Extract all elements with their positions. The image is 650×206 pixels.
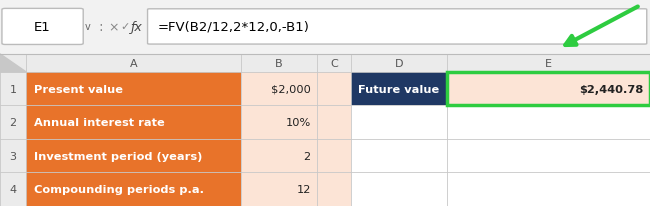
- Bar: [317, 106, 351, 139]
- Bar: [447, 73, 650, 106]
- Bar: [240, 173, 317, 206]
- Text: Present value: Present value: [34, 84, 123, 94]
- Bar: [26, 173, 240, 206]
- Polygon shape: [0, 55, 26, 73]
- Bar: [0, 173, 26, 206]
- FancyBboxPatch shape: [148, 10, 647, 45]
- Text: 10%: 10%: [285, 118, 311, 128]
- Text: 3: 3: [10, 151, 16, 161]
- Bar: [447, 139, 650, 173]
- Text: E1: E1: [34, 21, 51, 34]
- Bar: [0, 73, 26, 106]
- Bar: [0, 0, 650, 55]
- Text: 12: 12: [296, 184, 311, 194]
- Text: ✓: ✓: [120, 22, 129, 32]
- Bar: [26, 139, 240, 173]
- Text: Investment period (years): Investment period (years): [34, 151, 202, 161]
- Text: 2: 2: [10, 118, 16, 128]
- Bar: [351, 173, 447, 206]
- Bar: [317, 73, 351, 106]
- Bar: [317, 173, 351, 206]
- Bar: [351, 106, 447, 139]
- Text: ×: ×: [109, 21, 119, 34]
- Bar: [317, 139, 351, 173]
- Text: 1: 1: [10, 84, 16, 94]
- Text: A: A: [129, 59, 137, 69]
- Text: E: E: [545, 59, 552, 69]
- Text: Future value: Future value: [359, 84, 439, 94]
- Text: Annual interest rate: Annual interest rate: [34, 118, 164, 128]
- Bar: [447, 106, 650, 139]
- Bar: [26, 73, 240, 106]
- Text: Compounding periods p.a.: Compounding periods p.a.: [34, 184, 204, 194]
- Text: 4: 4: [10, 184, 16, 194]
- Text: $2,440.78: $2,440.78: [579, 84, 644, 94]
- Bar: [240, 73, 317, 106]
- Text: v: v: [85, 22, 90, 32]
- Bar: [447, 73, 650, 106]
- Bar: [0, 139, 26, 173]
- Bar: [351, 73, 447, 106]
- Text: C: C: [330, 59, 338, 69]
- Text: $2,000: $2,000: [271, 84, 311, 94]
- Bar: [0, 106, 26, 139]
- FancyBboxPatch shape: [2, 9, 83, 45]
- Bar: [240, 139, 317, 173]
- Text: D: D: [395, 59, 404, 69]
- Bar: [0, 55, 650, 73]
- Bar: [351, 139, 447, 173]
- Text: 2: 2: [304, 151, 311, 161]
- Bar: [26, 106, 240, 139]
- Text: =FV(B2/12,2*12,0,-B1): =FV(B2/12,2*12,0,-B1): [157, 21, 309, 34]
- Bar: [447, 173, 650, 206]
- Text: B: B: [275, 59, 283, 69]
- Bar: [240, 106, 317, 139]
- Text: ƒx: ƒx: [131, 21, 142, 34]
- Text: :: :: [98, 20, 103, 34]
